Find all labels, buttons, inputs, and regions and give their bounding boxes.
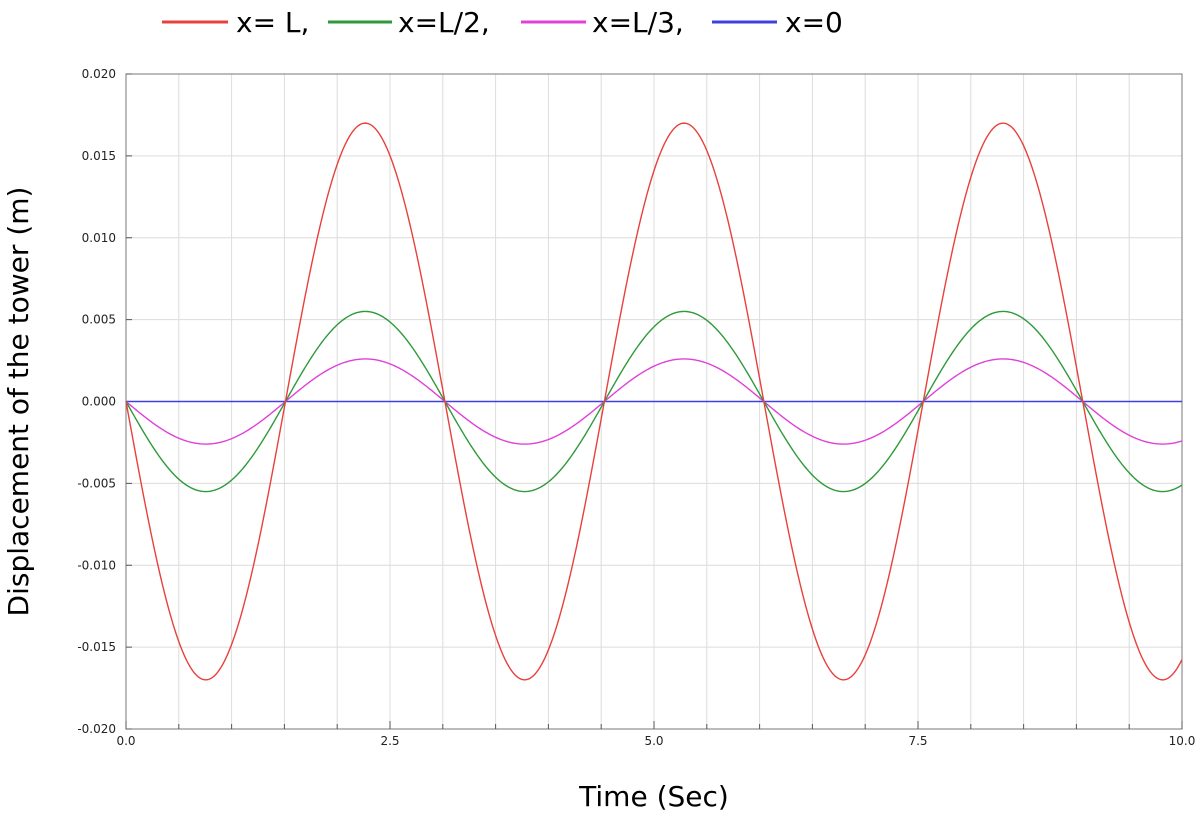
y-tick-label: 0.010 (82, 231, 116, 245)
x-tick-label: 2.5 (380, 734, 399, 748)
series-line (125, 310, 1183, 493)
x-tick-label: 10.0 (1169, 734, 1196, 748)
legend-label: x=0 (785, 6, 843, 39)
y-tick-label: -0.020 (77, 722, 116, 736)
axis-ticks: 0.0 2.5 5.0 7.5 10.0 0.020 0.015 0.010 0.005 0.00… (77, 67, 1195, 748)
x-axis-title: Time (Sec) (578, 780, 729, 813)
y-tick-label: -0.015 (77, 640, 116, 654)
legend-label: x=L/2, (398, 6, 490, 39)
series-line (125, 358, 1183, 445)
y-tick-label: -0.005 (77, 476, 116, 490)
legend-label: x=L/3, (592, 6, 684, 39)
y-tick-label: 0.005 (82, 313, 116, 327)
y-tick-label: 0.020 (82, 67, 116, 81)
x-tick-label: 0.0 (116, 734, 135, 748)
y-tick-label: -0.010 (77, 558, 116, 572)
series-lines (125, 122, 1183, 681)
legend: x= L, x=L/2, x=L/3, x=0 (162, 6, 843, 39)
x-tick-label: 7.5 (908, 734, 927, 748)
series-line (125, 122, 1183, 681)
legend-label: x= L, (236, 6, 309, 39)
y-axis-title: Displacement of the tower (m) (2, 187, 35, 617)
y-tick-label: 0.000 (82, 395, 116, 409)
y-tick-label: 0.015 (82, 149, 116, 163)
x-tick-label: 5.0 (644, 734, 663, 748)
